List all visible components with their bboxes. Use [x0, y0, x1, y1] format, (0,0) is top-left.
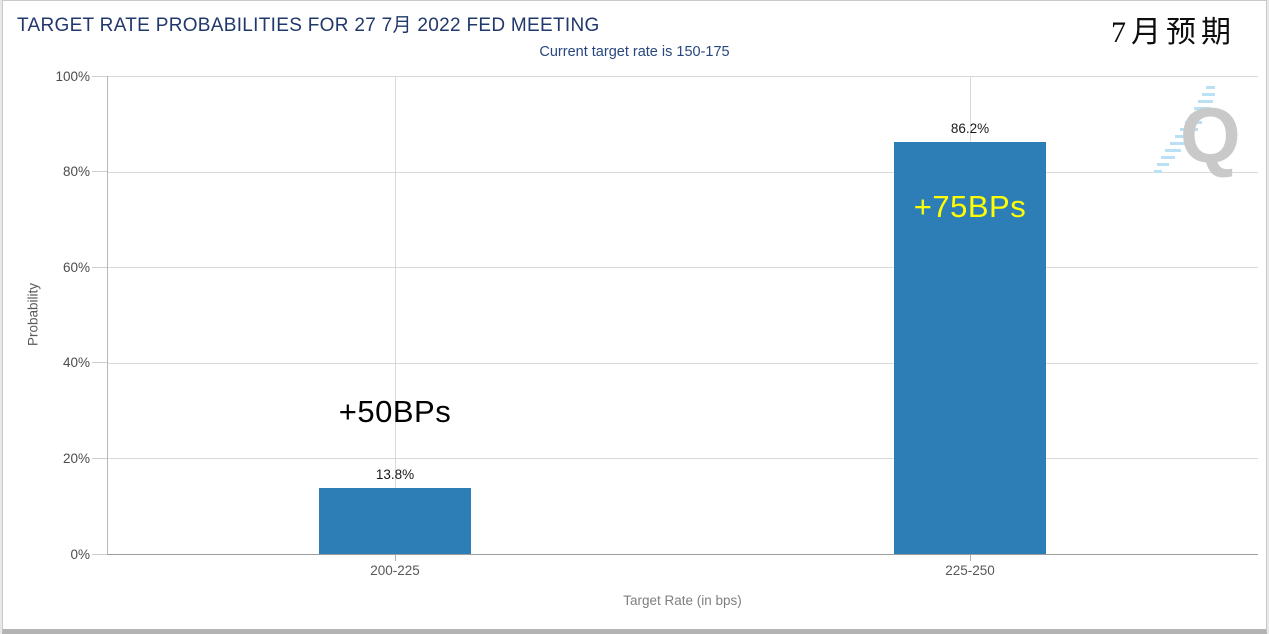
y-tick-0: 0% [3, 545, 107, 563]
y-tick-100: 100% [3, 67, 107, 85]
gridline-cat-1 [395, 76, 396, 554]
y-tick-mark [92, 170, 107, 172]
y-tick-40: 40% [3, 353, 107, 371]
gridline-20 [107, 458, 1258, 460]
chart-subtitle: Current target rate is 150-175 [539, 44, 730, 60]
y-tick-label: 40% [62, 354, 90, 370]
y-tick-60: 60% [3, 258, 107, 276]
y-tick-label: 100% [55, 68, 90, 84]
y-tick-label: 60% [62, 259, 90, 275]
y-tick-20: 20% [3, 449, 107, 467]
y-tick-mark [92, 457, 107, 459]
bar-value-label-200-225: 13.8% [375, 467, 415, 483]
category-label-200-225: 200-225 [370, 563, 420, 578]
gridline-60 [107, 267, 1258, 269]
y-tick-mark [92, 266, 107, 268]
gridline-40 [107, 362, 1258, 364]
chart-title: TARGET RATE PROBABILITIES FOR 27 7月 2022… [17, 15, 600, 36]
x-axis-title: Target Rate (in bps) [623, 593, 742, 608]
y-tick-mark [92, 75, 107, 77]
x-tick-225-250 [970, 554, 971, 561]
y-axis-line [107, 76, 108, 554]
bar-200-225 [319, 488, 471, 554]
bar-value-label-225-250: 86.2% [950, 120, 990, 136]
annotation-plus-50bps: +50BPs [338, 394, 452, 429]
y-tick-mark [92, 553, 107, 555]
y-tick-label: 0% [70, 546, 90, 562]
x-axis-line [107, 554, 1258, 555]
gridline-100 [107, 76, 1258, 77]
corner-note-july-forecast: 7月预期 [1111, 16, 1236, 49]
y-tick-label: 20% [62, 450, 90, 466]
bar-225-250 [894, 141, 1046, 554]
gridline-80 [107, 171, 1258, 173]
y-tick-80: 80% [3, 162, 107, 180]
svg-text:Q: Q [1180, 91, 1241, 179]
x-tick-200-225 [395, 554, 396, 561]
y-tick-mark [92, 361, 107, 363]
y-tick-label: 80% [62, 163, 90, 179]
plot-area: 13.8% 86.2% +50BPs +75BPs [107, 76, 1258, 555]
category-label-225-250: 225-250 [945, 563, 995, 578]
quikstrike-q-watermark-icon: Q [1150, 80, 1246, 180]
annotation-plus-75bps: +75BPs [913, 189, 1027, 224]
